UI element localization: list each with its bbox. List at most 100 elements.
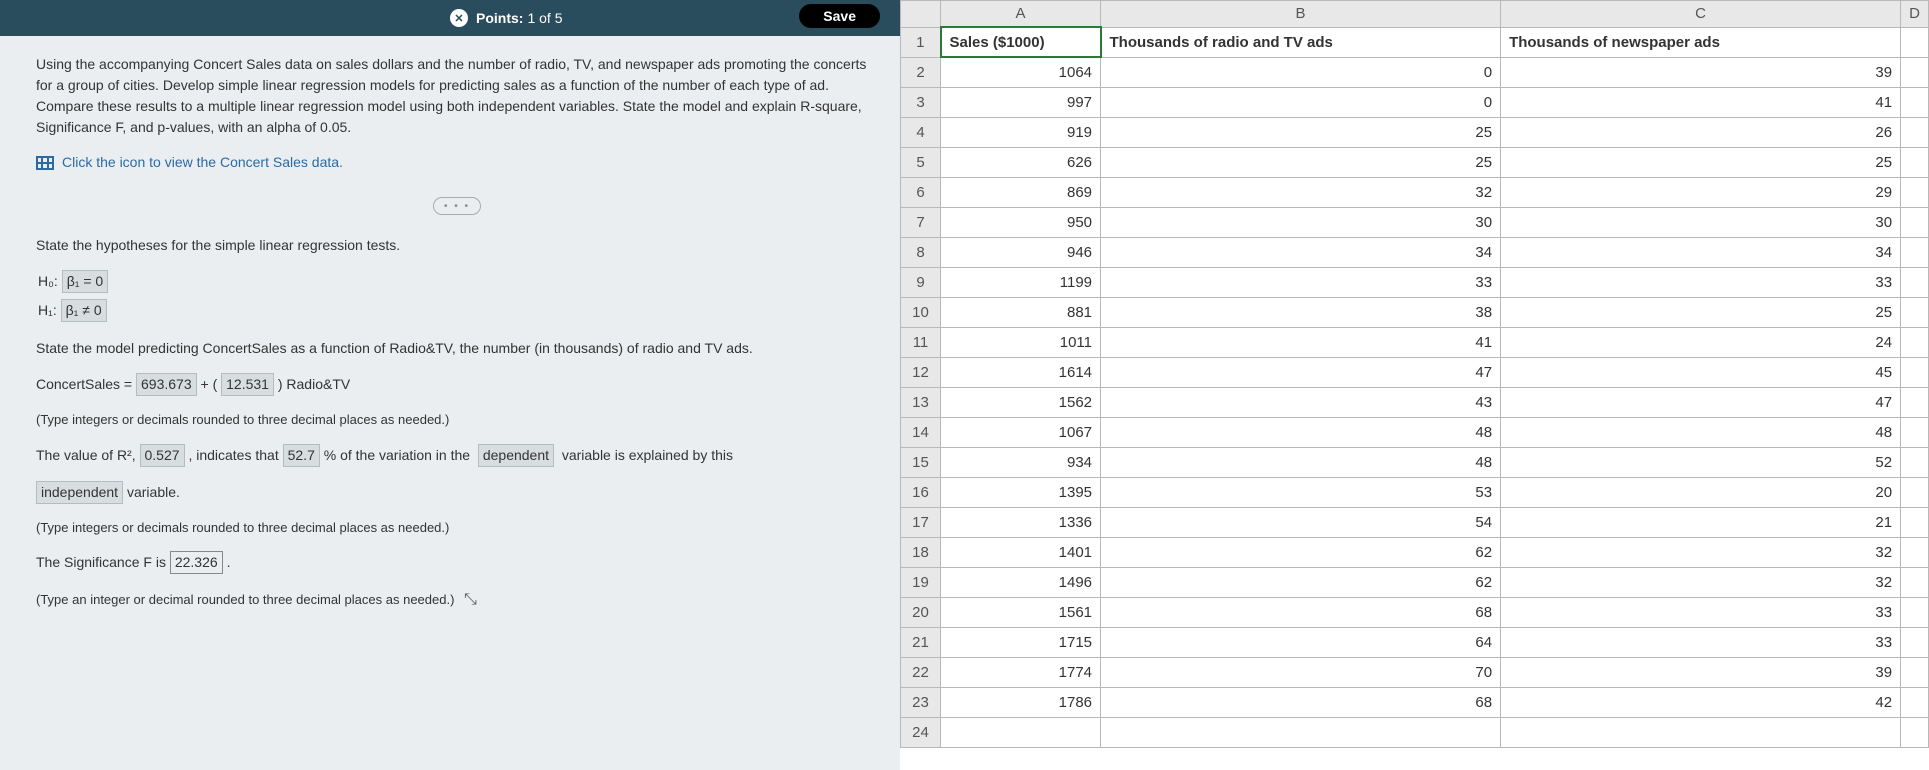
data-cell[interactable]: 42 [1501, 687, 1901, 717]
data-cell[interactable]: 33 [1501, 597, 1901, 627]
r2-indep[interactable]: independent [36, 481, 123, 504]
cell[interactable] [1101, 717, 1501, 747]
row-number[interactable]: 21 [901, 627, 941, 657]
row-number[interactable]: 18 [901, 537, 941, 567]
data-cell[interactable]: 25 [1501, 147, 1901, 177]
cell[interactable] [1901, 297, 1929, 327]
data-cell[interactable]: 47 [1101, 357, 1501, 387]
row-number[interactable]: 11 [901, 327, 941, 357]
data-cell[interactable]: 25 [1101, 147, 1501, 177]
data-cell[interactable]: 45 [1501, 357, 1901, 387]
data-cell[interactable]: 0 [1101, 87, 1501, 117]
cell[interactable] [1901, 507, 1929, 537]
data-cell[interactable]: 53 [1101, 477, 1501, 507]
row-number[interactable]: 5 [901, 147, 941, 177]
data-cell[interactable]: 1011 [941, 327, 1101, 357]
data-cell[interactable]: 26 [1501, 117, 1901, 147]
data-cell[interactable]: 62 [1101, 537, 1501, 567]
data-cell[interactable]: 33 [1101, 267, 1501, 297]
data-cell[interactable]: 1496 [941, 567, 1101, 597]
data-cell[interactable]: 54 [1101, 507, 1501, 537]
data-cell[interactable]: 1336 [941, 507, 1101, 537]
cell[interactable] [1901, 117, 1929, 147]
data-cell[interactable]: 1395 [941, 477, 1101, 507]
data-cell[interactable]: 919 [941, 117, 1101, 147]
row-number[interactable]: 12 [901, 357, 941, 387]
data-cell[interactable]: 1401 [941, 537, 1101, 567]
spreadsheet[interactable]: ABCD1Sales ($1000)Thousands of radio and… [900, 0, 1929, 748]
data-cell[interactable]: 25 [1501, 297, 1901, 327]
data-cell[interactable]: 43 [1101, 387, 1501, 417]
data-cell[interactable]: 950 [941, 207, 1101, 237]
data-cell[interactable]: 39 [1501, 57, 1901, 87]
cell[interactable] [1901, 147, 1929, 177]
data-cell[interactable]: 1067 [941, 417, 1101, 447]
data-cell[interactable]: 64 [1101, 627, 1501, 657]
data-cell[interactable]: 1561 [941, 597, 1101, 627]
data-cell[interactable]: 34 [1101, 237, 1501, 267]
data-link[interactable]: Click the icon to view the Concert Sales… [62, 152, 343, 173]
model-intercept[interactable]: 693.673 [136, 373, 197, 396]
save-button[interactable]: Save [799, 4, 880, 28]
header-cell[interactable]: Sales ($1000) [941, 27, 1101, 57]
data-cell[interactable]: 30 [1501, 207, 1901, 237]
data-cell[interactable]: 41 [1101, 327, 1501, 357]
data-cell[interactable]: 946 [941, 237, 1101, 267]
row-number[interactable]: 24 [901, 717, 941, 747]
cell[interactable] [1901, 477, 1929, 507]
col-letter[interactable]: C [1501, 1, 1901, 28]
data-cell[interactable]: 25 [1101, 117, 1501, 147]
cell[interactable] [1901, 357, 1929, 387]
header-cell[interactable]: Thousands of newspaper ads [1501, 27, 1901, 57]
row-number[interactable]: 19 [901, 567, 941, 597]
r2-dep[interactable]: dependent [478, 444, 554, 467]
h0-answer[interactable]: β₁ = 0 [62, 270, 109, 293]
data-cell[interactable]: 881 [941, 297, 1101, 327]
h1-answer[interactable]: β₁ ≠ 0 [61, 299, 107, 322]
expand-button[interactable]: • • • [433, 197, 481, 215]
data-cell[interactable]: 70 [1101, 657, 1501, 687]
cell[interactable] [1901, 27, 1929, 57]
data-cell[interactable]: 68 [1101, 687, 1501, 717]
cell[interactable] [1901, 57, 1929, 87]
r2-val[interactable]: 0.527 [140, 444, 185, 467]
row-number[interactable]: 4 [901, 117, 941, 147]
col-letter[interactable]: B [1101, 1, 1501, 28]
row-number[interactable]: 10 [901, 297, 941, 327]
data-cell[interactable]: 34 [1501, 237, 1901, 267]
data-cell[interactable]: 869 [941, 177, 1101, 207]
data-cell[interactable]: 39 [1501, 657, 1901, 687]
data-cell[interactable]: 33 [1501, 267, 1901, 297]
data-cell[interactable]: 30 [1101, 207, 1501, 237]
data-cell[interactable]: 0 [1101, 57, 1501, 87]
cell[interactable] [1901, 87, 1929, 117]
row-number[interactable]: 9 [901, 267, 941, 297]
cell[interactable] [1901, 567, 1929, 597]
data-cell[interactable]: 1715 [941, 627, 1101, 657]
row-number[interactable]: 1 [901, 27, 941, 57]
row-number[interactable]: 3 [901, 87, 941, 117]
data-cell[interactable]: 41 [1501, 87, 1901, 117]
data-cell[interactable]: 52 [1501, 447, 1901, 477]
cell[interactable] [1901, 657, 1929, 687]
cell[interactable] [941, 717, 1101, 747]
data-cell[interactable]: 33 [1501, 627, 1901, 657]
model-slope[interactable]: 12.531 [221, 373, 274, 396]
data-cell[interactable]: 24 [1501, 327, 1901, 357]
row-number[interactable]: 20 [901, 597, 941, 627]
data-cell[interactable]: 48 [1101, 447, 1501, 477]
row-number[interactable]: 22 [901, 657, 941, 687]
cell[interactable] [1501, 717, 1901, 747]
data-cell[interactable]: 47 [1501, 387, 1901, 417]
sigF-val[interactable]: 22.326 [170, 551, 223, 574]
cell[interactable] [1901, 687, 1929, 717]
row-number[interactable]: 7 [901, 207, 941, 237]
row-number[interactable]: 8 [901, 237, 941, 267]
row-number[interactable]: 14 [901, 417, 941, 447]
data-cell[interactable]: 997 [941, 87, 1101, 117]
cell[interactable] [1901, 537, 1929, 567]
data-cell[interactable]: 32 [1101, 177, 1501, 207]
data-cell[interactable]: 48 [1101, 417, 1501, 447]
data-cell[interactable]: 626 [941, 147, 1101, 177]
table-icon[interactable] [36, 156, 54, 170]
